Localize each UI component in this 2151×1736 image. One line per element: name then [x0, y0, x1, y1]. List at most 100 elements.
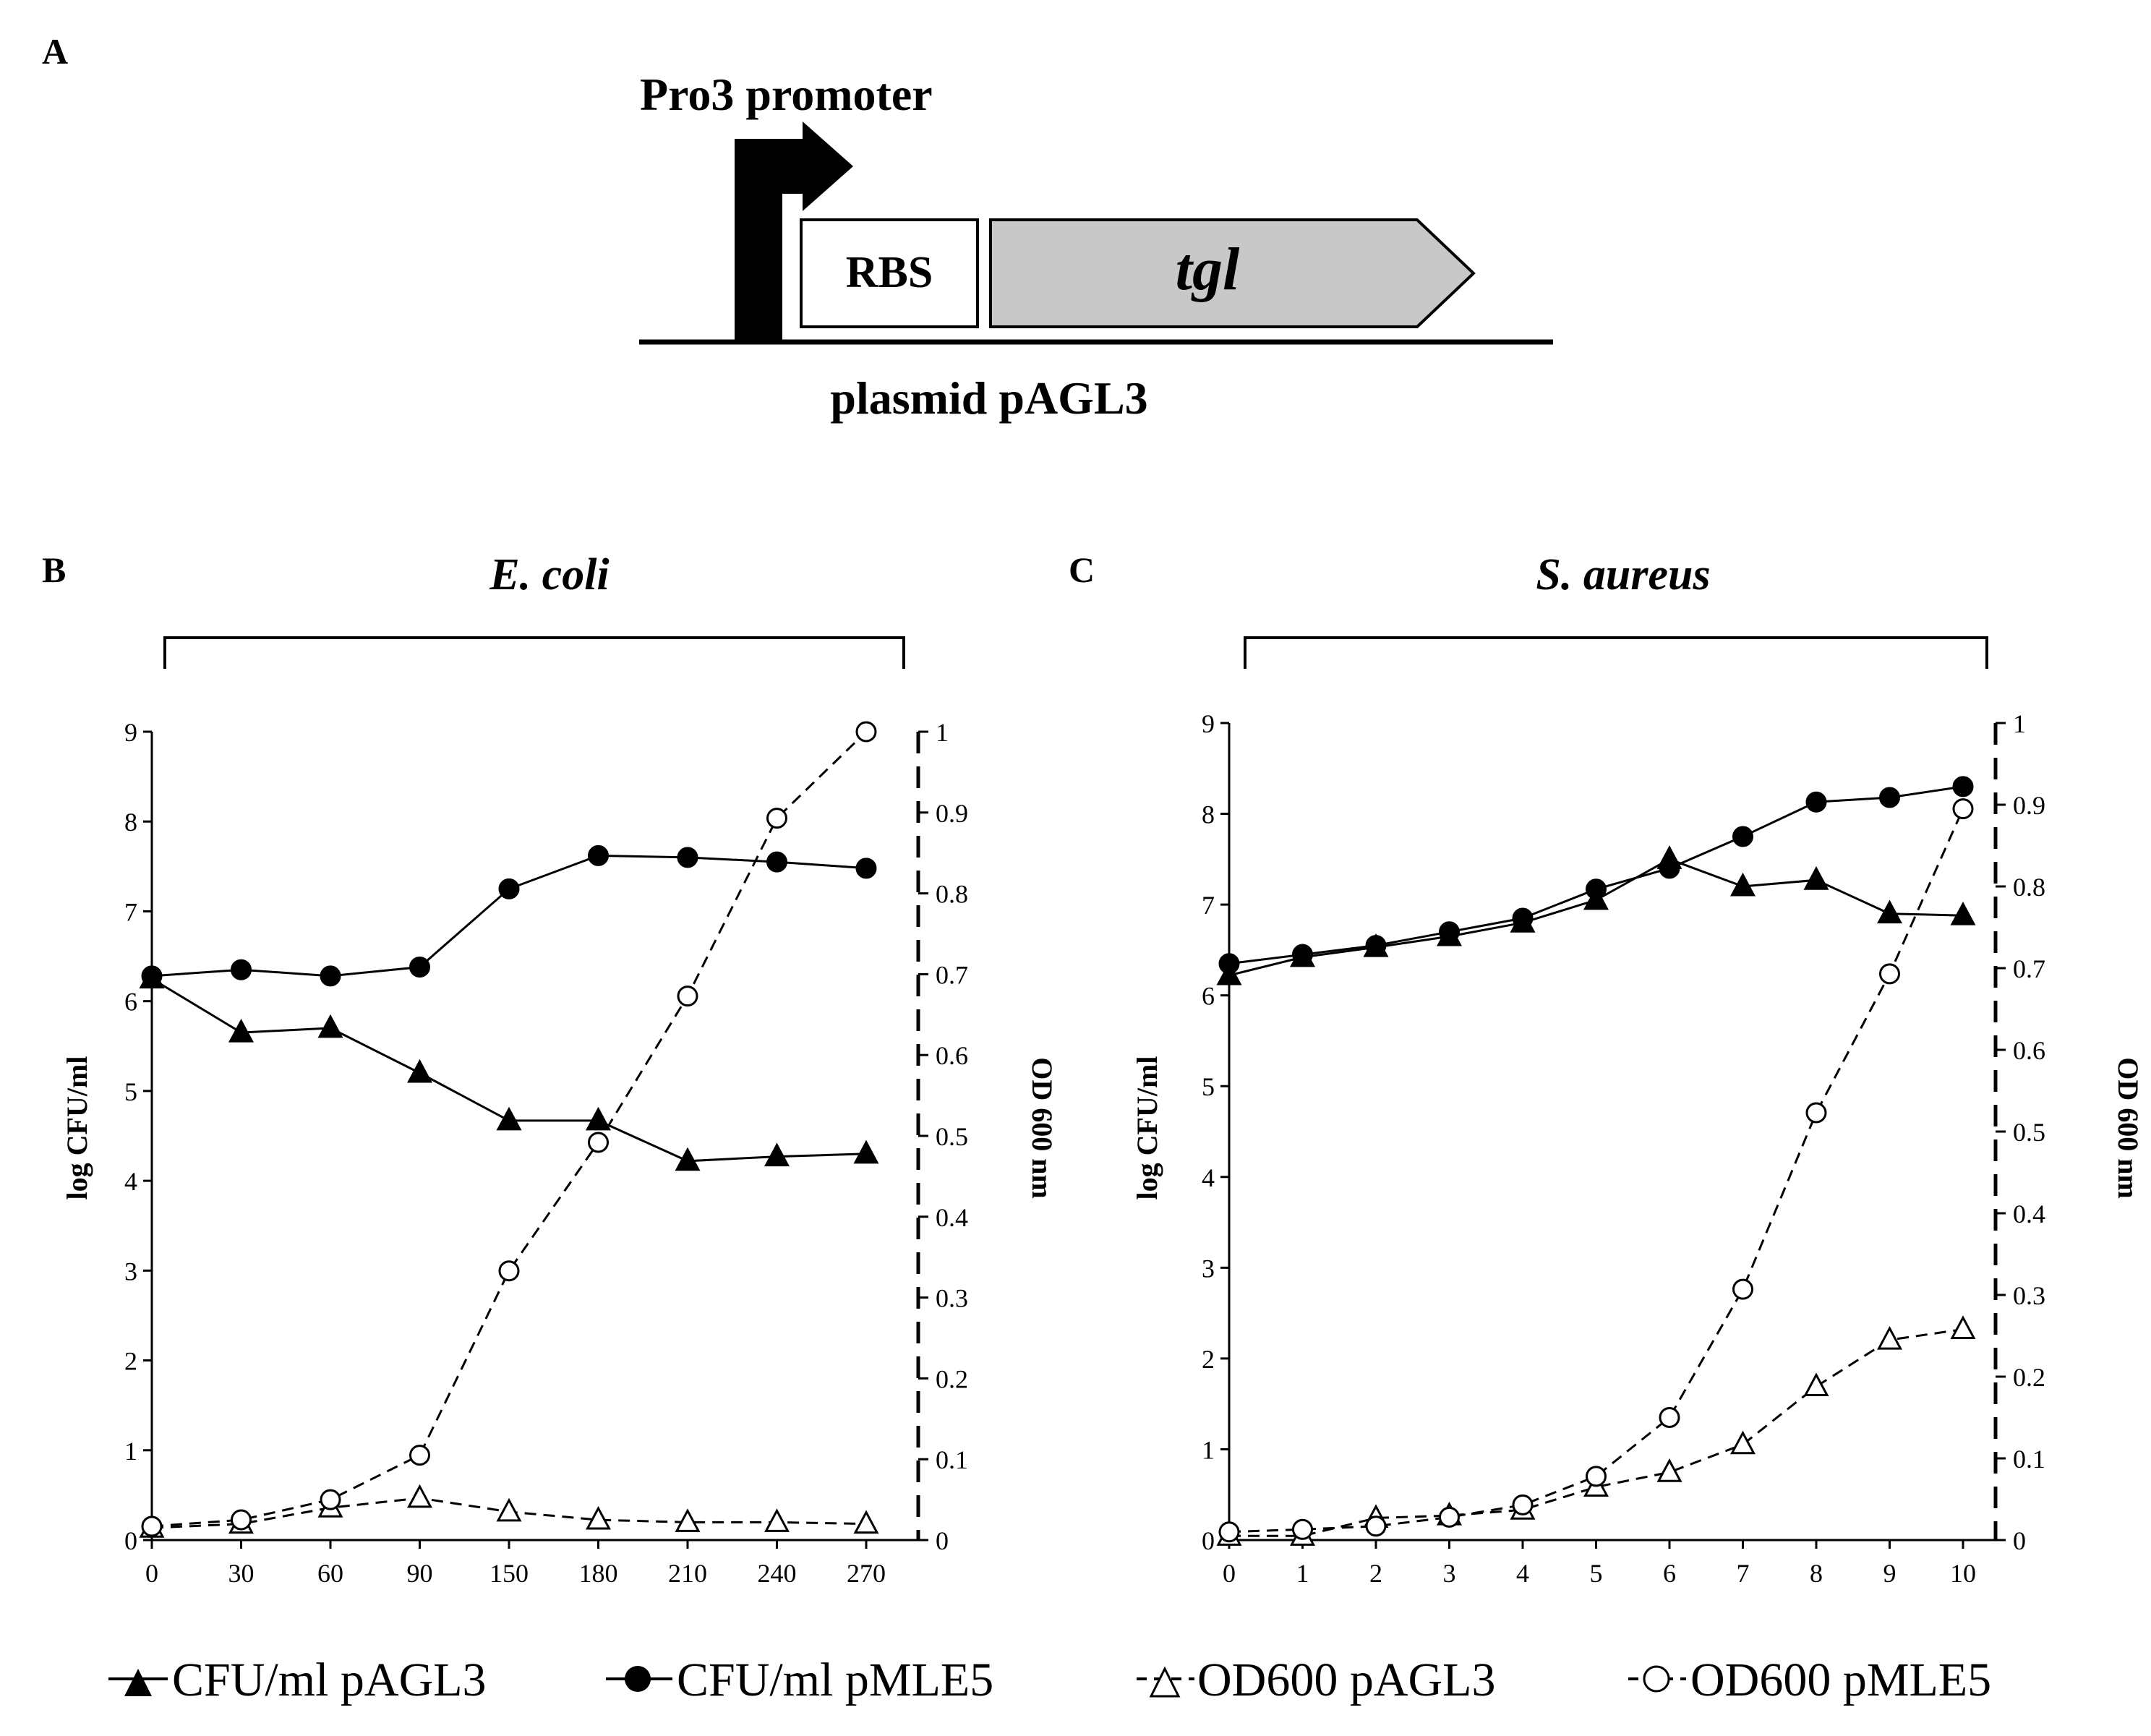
- panel-c-point-cfu-pmle5: [1365, 935, 1387, 957]
- promoter-label: Pro3 promoter: [640, 69, 933, 120]
- panel-b-left-tick-label: 8: [124, 808, 137, 837]
- panel-c-right-tick-label: 0: [2013, 1526, 2026, 1555]
- panel-c-point-od-pmle5: [1365, 1515, 1387, 1537]
- panel-b-point-od-pagl3: [675, 1508, 701, 1532]
- panel-c-point-od-pmle5: [1586, 1466, 1607, 1487]
- panel-b-point-od-pmle5: [498, 1260, 520, 1282]
- panel-b-point-od-pmle5: [677, 985, 698, 1007]
- legend-item-od-pmle5: OD600 pMLE5: [1628, 1654, 1991, 1706]
- panel-c-x-tick-label: 8: [1810, 1559, 1823, 1588]
- panel-b-right-tick-label: 0: [936, 1526, 949, 1555]
- panel-c-point-od-pagl3: [1729, 1430, 1756, 1455]
- panel-c-point-od-pmle5: [1879, 963, 1900, 985]
- panel-c-x-tick-label: 1: [1296, 1559, 1309, 1588]
- panel-b-point-od-pmle5: [855, 721, 877, 743]
- panel-b-left-tick-label: 6: [124, 988, 137, 1017]
- panel-b-point-od-pagl3: [585, 1505, 612, 1530]
- legend: CFU/ml pAGL3 CFU/ml pMLE5 OD600 pAGL3 OD…: [108, 1654, 1991, 1706]
- panel-c-left-tick-label: 1: [1202, 1435, 1215, 1464]
- panel-b-right-tick-label: 0.8: [936, 880, 968, 909]
- panel-b-point-cfu-pmle5: [409, 956, 430, 978]
- panel-c-right-axis-title: OD 600 nm: [2112, 1057, 2144, 1199]
- panel-c-point-cfu-pagl3: [1729, 872, 1756, 897]
- panel-b-x-tick-label: 210: [668, 1559, 707, 1588]
- panel-b-x-tick-label: 90: [407, 1559, 433, 1588]
- panel-a-construct: A Pro3 promoter RBS tgl plasmid pAGL3: [42, 31, 1553, 424]
- legend-filled-triangle-icon: [124, 1669, 152, 1696]
- panel-c-organism-title: S. aureus: [1536, 550, 1710, 599]
- panel-c-x-tick-label: 10: [1950, 1559, 1976, 1588]
- panel-b-left-tick-label: 7: [124, 897, 137, 926]
- panel-b-point-cfu-pagl3: [853, 1139, 879, 1164]
- panel-c-right-tick-label: 0.9: [2013, 791, 2045, 820]
- panel-b-left-tick-label: 2: [124, 1347, 137, 1376]
- panel-c-point-cfu-pmle5: [1659, 858, 1680, 879]
- panel-b-point-cfu-pmle5: [766, 851, 787, 873]
- panel-c-left-tick-label: 0: [1202, 1526, 1215, 1555]
- panel-b-point-od-pmle5: [588, 1132, 609, 1153]
- panel-letter-b: B: [42, 550, 66, 590]
- panel-c-left-tick-label: 5: [1202, 1072, 1215, 1101]
- legend-open-circle-icon: [1643, 1665, 1670, 1693]
- panel-c-x-tick-label: 9: [1883, 1559, 1896, 1588]
- panel-b-plot-area: 012345678900.10.20.30.40.50.60.70.80.910…: [124, 718, 968, 1588]
- panel-c-point-cfu-pagl3: [1803, 866, 1829, 890]
- panel-c-point-cfu-pagl3: [1876, 899, 1903, 924]
- legend-label-cfu-pagl3: CFU/ml pAGL3: [172, 1654, 487, 1706]
- panel-c-right-tick-label: 0.4: [2013, 1200, 2045, 1228]
- rbs-box: [800, 218, 979, 328]
- panel-c-point-od-pmle5: [1439, 1506, 1460, 1528]
- panel-b-point-od-pagl3: [764, 1508, 790, 1532]
- panel-b-point-cfu-pmle5: [141, 965, 163, 987]
- legend-label-od-pmle5: OD600 pMLE5: [1690, 1654, 1991, 1706]
- legend-label-od-pagl3: OD600 pAGL3: [1197, 1654, 1495, 1706]
- panel-c-bracket: [1244, 636, 1988, 669]
- panel-b-point-od-pmle5: [231, 1509, 252, 1531]
- panel-b-point-cfu-pmle5: [588, 845, 609, 866]
- panel-b-left-tick-label: 4: [124, 1167, 137, 1196]
- panel-c-point-od-pagl3: [1950, 1315, 1976, 1339]
- panel-b-left-axis-title: log CFU/ml: [61, 1056, 93, 1200]
- panel-c-x-tick-label: 7: [1737, 1559, 1750, 1588]
- panel-c-point-cfu-pmle5: [1952, 776, 1974, 798]
- panel-b-left-tick-label: 0: [124, 1526, 137, 1555]
- panel-c-point-od-pmle5: [1805, 1102, 1827, 1124]
- panel-b-point-cfu-pagl3: [228, 1018, 255, 1043]
- panel-c-x-tick-label: 6: [1663, 1559, 1676, 1588]
- panel-b-point-od-pagl3: [853, 1510, 879, 1534]
- panel-b-x-tick-label: 60: [317, 1559, 343, 1588]
- panel-b-right-tick-label: 0.4: [936, 1203, 968, 1232]
- panel-b-point-cfu-pmle5: [231, 959, 252, 980]
- panel-b-point-od-pmle5: [766, 808, 787, 829]
- legend-filled-circle-icon: [625, 1666, 651, 1692]
- panel-c-point-cfu-pmle5: [1805, 791, 1827, 813]
- legend-label-cfu-pmle5: CFU/ml pMLE5: [677, 1654, 993, 1706]
- panel-b-left-tick-label: 9: [124, 718, 137, 747]
- panel-b-x-tick-label: 240: [758, 1559, 797, 1588]
- panel-b-point-cfu-pagl3: [675, 1147, 701, 1171]
- panel-b-x-tick-label: 0: [145, 1559, 158, 1588]
- panel-b-left-tick-label: 3: [124, 1257, 137, 1286]
- panel-c-right-tick-label: 0.6: [2013, 1036, 2045, 1065]
- rbs-label: RBS: [846, 248, 933, 297]
- panel-b-point-cfu-pagl3: [317, 1014, 343, 1038]
- panel-b-x-tick-label: 150: [489, 1559, 529, 1588]
- panel-b-point-od-pagl3: [406, 1484, 433, 1508]
- gene-label: tgl: [1176, 236, 1240, 303]
- panel-b-x-tick-label: 270: [847, 1559, 886, 1588]
- panel-b-bracket: [163, 636, 905, 669]
- panel-c-x-tick-label: 5: [1590, 1559, 1603, 1588]
- legend-open-triangle-icon: [1149, 1666, 1181, 1698]
- panel-b-point-cfu-pmle5: [320, 965, 341, 987]
- panel-b-organism-title: E. coli: [489, 550, 609, 599]
- panel-c-left-tick-label: 7: [1202, 891, 1215, 920]
- legend-item-cfu-pagl3: CFU/ml pAGL3: [108, 1654, 487, 1706]
- panel-c-point-od-pmle5: [1732, 1278, 1753, 1300]
- panel-c-plot-area: 012345678900.10.20.30.40.50.60.70.80.910…: [1202, 709, 2045, 1588]
- panel-c-point-cfu-pmle5: [1586, 878, 1607, 900]
- panel-letter-c: C: [1069, 550, 1095, 590]
- panel-b-left-tick-label: 5: [124, 1077, 137, 1106]
- panel-b-point-od-pmle5: [409, 1445, 430, 1466]
- panel-b-right-tick-label: 0.1: [936, 1445, 968, 1474]
